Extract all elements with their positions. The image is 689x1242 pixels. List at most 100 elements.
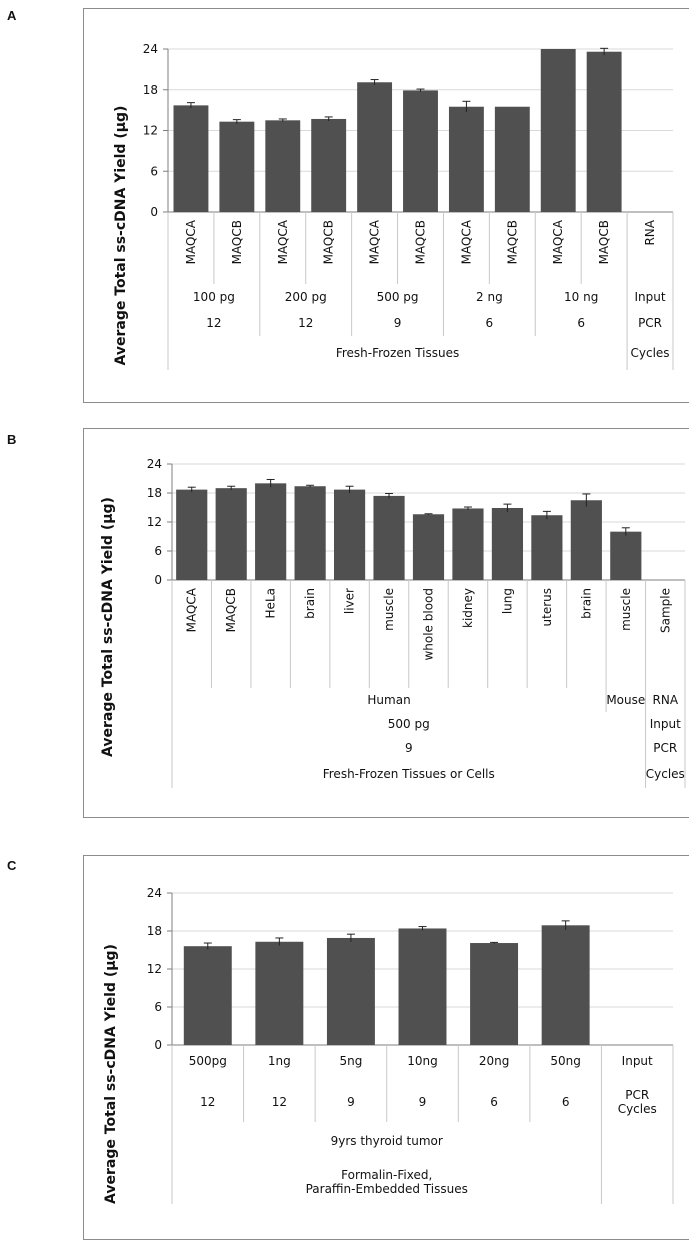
panel-a-category-label: MAQCA (276, 219, 290, 264)
panel-a-table-cell: 500 pg (377, 290, 419, 304)
panel-a-table-cell: PCR (638, 316, 662, 330)
panel-c-table-cell: 12 (272, 1095, 287, 1109)
panel-b-table-cell: Human (367, 693, 410, 707)
panel-b-category-label: MAQCB (224, 588, 238, 632)
panel-b-bar (412, 514, 445, 580)
panel-b-category-label: HeLa (264, 588, 278, 618)
panel-c-bar (183, 946, 232, 1045)
panel-c-table-cell: 9yrs thyroid tumor (331, 1134, 443, 1148)
panel-a-category-label: MAQCB (505, 220, 519, 264)
panel-b-category-label: MAQCA (185, 587, 199, 632)
panel-label-a: A (7, 8, 17, 23)
panel-b-bar (610, 531, 642, 580)
panel-c-y-axis-title: Average Total ss-cDNA Yield (µg) (103, 944, 119, 1204)
panel-c-table-cell: PCR Cycles (618, 1088, 657, 1116)
panel-b-bar (176, 489, 208, 580)
panel-b-table-cell: RNA (653, 693, 679, 707)
panel-b-y-tick-label: 0 (154, 573, 162, 587)
panel-c-category-label: 1ng (268, 1054, 291, 1068)
panel-a-table-cell: Input (635, 290, 666, 304)
panel-c-category-label: 20ng (479, 1054, 510, 1068)
panel-c-table-cell: 9 (347, 1095, 355, 1109)
panel-a-table-cell: 12 (298, 316, 313, 330)
panel-a-bar (219, 121, 255, 212)
panel-a-bar (448, 106, 484, 212)
panel-a-y-tick-label: 6 (150, 164, 158, 178)
panel-a-table-cell: 6 (577, 316, 585, 330)
panel-a-category-label: MAQCB (597, 220, 611, 264)
panel-b-bar (491, 507, 524, 580)
panel-a-table-cell: 2 ng (476, 290, 503, 304)
panel-c-y-tick-label: 0 (154, 1038, 162, 1052)
panel-b-bar (333, 489, 366, 580)
panel-a-table-cell: 200 pg (285, 290, 327, 304)
panel-b-bar (531, 515, 563, 580)
panel-label-b: B (7, 432, 17, 447)
panel-a-bar (540, 49, 576, 212)
panel-b-bar (215, 488, 247, 580)
panel-a-category-label: MAQCA (459, 219, 473, 264)
panel-a-category-label: MAQCB (230, 220, 244, 264)
panel-b-table-cell: Input (650, 717, 681, 731)
panel-a-y-tick-label: 24 (143, 42, 158, 56)
panel-c-y-tick-label: 12 (147, 962, 162, 976)
panel-c-category-label: Input (622, 1054, 653, 1068)
panel-c-frame (83, 855, 689, 1240)
panel-a-y-tick-label: 18 (143, 83, 158, 97)
panel-b-table-cell: Fresh-Frozen Tissues or Cells (323, 767, 495, 781)
panel-a-table-cell: Fresh-Frozen Tissues (336, 346, 459, 360)
panel-c-y-tick-label: 6 (154, 1000, 162, 1014)
panel-b-category-label: lung (500, 588, 514, 614)
panel-a-table-cell: 12 (206, 316, 221, 330)
panel-b-table-cell: PCR (653, 741, 677, 755)
panel-a-table-cell: 6 (486, 316, 494, 330)
panel-c-bar (398, 928, 447, 1045)
panel-b-table-cell: Mouse (606, 693, 645, 707)
panel-b-bar (452, 508, 484, 580)
panel-a-category-label: MAQCA (551, 219, 565, 264)
panel-c-bar (255, 941, 304, 1045)
panel-c-category-label: 50ng (550, 1054, 581, 1068)
panel-c-bar (326, 937, 375, 1045)
panel-c-bar (470, 943, 519, 1045)
panel-a-category-label: MAQCB (322, 220, 336, 264)
panel-b-y-tick-label: 12 (147, 515, 162, 529)
panel-c-table-cell: 12 (200, 1095, 215, 1109)
panel-b-category-label: brain (579, 588, 593, 619)
panel-b-category-label: uterus (540, 588, 554, 626)
panel-b-y-tick-label: 6 (154, 544, 162, 558)
panel-b-category-label: brain (303, 588, 317, 619)
panel-c-table-cell: 9 (419, 1095, 427, 1109)
panel-b-y-tick-label: 18 (147, 486, 162, 500)
panel-b-bar (294, 486, 326, 580)
panel-c-y-tick-label: 18 (147, 924, 162, 938)
panel-b-table-cell: 500 pg (388, 717, 430, 731)
panel-b-bar (570, 500, 602, 580)
panel-a-bar (494, 106, 530, 212)
panel-a-bar (403, 90, 438, 212)
panel-a-category-label: MAQCA (368, 219, 382, 264)
panel-b-category-label: muscle (382, 588, 396, 631)
panel-label-c: C (7, 858, 17, 873)
panel-c-table-cell: 6 (490, 1095, 498, 1109)
panel-a-bar (357, 82, 393, 212)
panel-b-bar (373, 495, 405, 580)
panel-c-category-label: 5ng (339, 1054, 362, 1068)
panel-c-table-cell: 6 (562, 1095, 570, 1109)
panel-a-bar (265, 120, 301, 212)
panel-b-category-label: muscle (619, 588, 633, 631)
panel-b-table-cell: 9 (405, 741, 413, 755)
panel-a-table-cell: 100 pg (193, 290, 235, 304)
panel-b-y-tick-label: 24 (147, 457, 162, 471)
panel-a-category-label: MAQCA (184, 219, 198, 264)
panel-c-bar (541, 925, 590, 1045)
panel-a-table-cell: 10 ng (564, 290, 598, 304)
panel-a-y-tick-label: 12 (143, 124, 158, 138)
panel-a-bar (173, 105, 209, 212)
panel-c-y-tick-label: 24 (147, 886, 162, 900)
panel-a-y-axis-title: Average Total ss-cDNA Yield (µg) (113, 106, 129, 366)
panel-b-table-cell: Cycles (646, 767, 685, 781)
panel-a-y-tick-label: 0 (150, 205, 158, 219)
